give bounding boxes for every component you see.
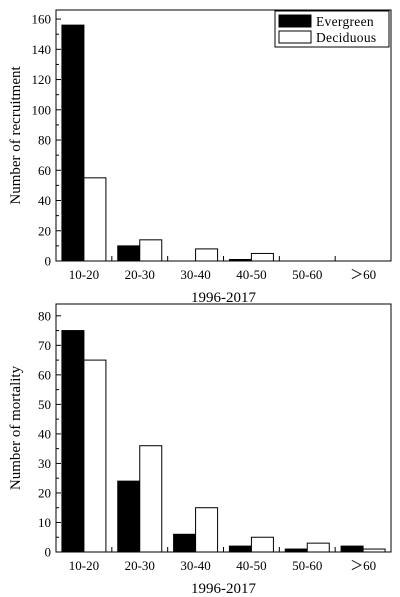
y-tick-label: 100 [32,102,52,117]
y-tick-label: 80 [38,308,51,323]
x-tick-label: 10-20 [69,558,99,573]
y-tick-label: 30 [38,456,51,471]
bar-evergreen-1 [117,480,141,553]
y-tick-label: 80 [38,133,51,148]
y-tick-label: 0 [45,545,52,560]
legend-label-evergreen: Evergreen [316,14,374,29]
x-tick-label: 20-30 [125,558,155,573]
bar-evergreen-2 [173,533,197,553]
legend-swatch-deciduous [278,30,312,44]
bar-deciduous-1 [139,445,163,553]
y-tick-label: 160 [32,12,52,27]
y-tick-label: 60 [38,163,51,178]
y-axis-ticks: 0 20 40 60 80 100 120 140 160 [32,12,61,269]
y-tick-label: 40 [38,193,51,208]
bar-evergreen-4 [284,548,308,553]
y-tick-label: 20 [38,485,51,500]
bar-evergreen-1 [117,245,141,262]
x-tick-label: ＞60 [350,558,376,573]
y-axis-ticks: 0 10 20 30 40 50 60 70 80 [38,308,61,560]
bar-deciduous-5 [362,548,386,553]
recruitment-chart: 0 20 40 60 80 100 120 140 160 10-20 20-30 30-40 40-… [8,9,392,306]
x-tick-label: 50-60 [292,267,322,282]
x-tick-label: 50-60 [292,558,322,573]
bar-evergreen-3 [228,545,252,553]
y-tick-label: 20 [38,223,51,238]
x-axis-label: 1996-2017 [191,290,256,306]
bar-deciduous-1 [139,239,163,262]
y-tick-label: 0 [45,254,52,269]
y-axis-label: Number of recruitment [8,66,24,205]
bar-deciduous-0 [83,177,107,262]
bar-deciduous-3 [250,252,274,262]
legend-label-deciduous: Deciduous [316,30,376,45]
x-tick-label: 40-50 [236,267,266,282]
y-tick-label: 40 [38,426,51,441]
legend-swatch-evergreen [278,14,312,28]
y-tick-label: 10 [38,515,51,530]
y-tick-label: 70 [38,338,51,353]
y-tick-label: 50 [38,397,51,412]
bar-evergreen-3 [228,258,252,262]
x-tick-label: 10-20 [69,267,99,282]
y-axis-label: Number of mortality [8,365,24,490]
y-tick-label: 120 [32,72,52,87]
bar-evergreen-0 [61,330,85,553]
bar-evergreen-0 [61,24,85,262]
x-tick-label: ＞60 [350,267,376,282]
legend: Evergreen Deciduous [274,10,390,48]
bars-group [61,24,274,262]
x-tick-label: 30-40 [180,267,210,282]
bars-group [61,330,386,553]
x-axis-ticks: 10-20 20-30 30-40 40-50 50-60 ＞60 [69,547,376,573]
y-tick-label: 60 [38,367,51,382]
x-axis-label: 1996-2017 [191,581,256,597]
bar-deciduous-2 [195,507,219,553]
x-tick-label: 40-50 [236,558,266,573]
bar-deciduous-3 [250,536,274,553]
bar-deciduous-0 [83,359,107,553]
bar-deciduous-4 [306,542,330,553]
x-tick-label: 20-30 [125,267,155,282]
bar-deciduous-2 [195,248,219,262]
x-axis-ticks: 10-20 20-30 30-40 40-50 50-60 ＞60 [69,256,376,282]
bar-evergreen-5 [340,545,364,553]
x-tick-label: 30-40 [180,558,210,573]
y-tick-label: 140 [32,42,52,57]
mortality-chart: 0 10 20 30 40 50 60 70 80 10-20 20-30 30-40 40-50 50… [8,303,392,597]
